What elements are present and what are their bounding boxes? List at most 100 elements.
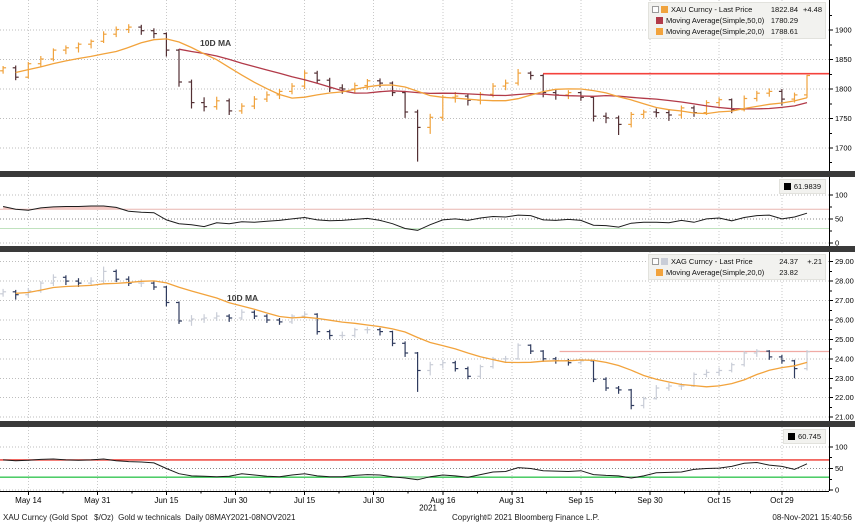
svg-text:22.00: 22.00 bbox=[835, 393, 854, 402]
date-tick-label: Sep 15 bbox=[568, 496, 594, 505]
date-tick-label: Jun 30 bbox=[223, 496, 248, 505]
silver-rsi-value: 60.745 bbox=[798, 432, 821, 441]
ohlc-bars bbox=[0, 24, 810, 162]
silver-10d-ma-label: 10D MA bbox=[227, 293, 259, 303]
silver-price-change: +.21 bbox=[807, 257, 822, 266]
svg-text:24.00: 24.00 bbox=[835, 354, 854, 363]
svg-text:100: 100 bbox=[835, 442, 848, 451]
price-axis: 100 50 0 bbox=[829, 427, 848, 495]
price-axis: 1900 1850 1800 1750 1700 bbox=[829, 0, 852, 171]
panel-divider[interactable] bbox=[0, 421, 855, 427]
silver-last-price-value: 24.37 bbox=[779, 257, 798, 266]
gold-price-change: +4.48 bbox=[803, 5, 822, 14]
date-tick-label: May 14 bbox=[15, 496, 42, 505]
gold-ma20-value: 1788.61 bbox=[770, 27, 798, 36]
svg-text:1800: 1800 bbox=[835, 85, 852, 94]
silver-rsi-panel: 100 50 0 60.745 bbox=[0, 427, 855, 495]
svg-text:21.00: 21.00 bbox=[835, 413, 854, 422]
svg-text:100: 100 bbox=[835, 191, 848, 200]
date-tick-label: Sep 30 bbox=[637, 496, 663, 505]
gold-rsi-chart[interactable]: 100 50 0 bbox=[0, 177, 855, 247]
gold-ma50-label: Moving Average(Simple,50,0) bbox=[666, 16, 765, 25]
silver-price-panel: 29.00 28.00 27.00 26.00 25.00 24.00 23.00 22.00… bbox=[0, 252, 855, 422]
date-tick-label: Jun 15 bbox=[154, 496, 179, 505]
gold-last-price-swatch bbox=[661, 6, 668, 13]
price-axis: 29.00 28.00 27.00 26.00 25.00 24.00 23.00 22.00… bbox=[829, 252, 854, 422]
svg-text:1750: 1750 bbox=[835, 114, 852, 123]
legend-expander-icon[interactable] bbox=[652, 6, 659, 13]
moving-average-line bbox=[178, 48, 808, 110]
svg-text:2021: 2021 bbox=[419, 504, 437, 513]
silver-ma20-swatch bbox=[656, 269, 663, 276]
svg-text:28.00: 28.00 bbox=[835, 277, 854, 286]
gold-last-price-value: 1822.84 bbox=[770, 5, 798, 14]
date-ticks: May 14 May 31 Jun 15 Jun 30 Jul 15 Jul 30 Aug … bbox=[15, 491, 794, 505]
gold-rsi-legend[interactable]: 61.9839 bbox=[778, 179, 826, 194]
ohlc-bars bbox=[0, 266, 810, 410]
svg-text:26.00: 26.00 bbox=[835, 316, 854, 325]
svg-text:29.00: 29.00 bbox=[835, 257, 854, 266]
gold-ma50-value: 1780.29 bbox=[770, 16, 798, 25]
panel-divider[interactable] bbox=[0, 246, 855, 252]
timestamp: 08-Nov-2021 15:40:56 bbox=[772, 513, 852, 522]
moving-average-line bbox=[15, 280, 808, 388]
date-tick-label: Aug 16 bbox=[430, 496, 456, 505]
panel-divider[interactable] bbox=[0, 171, 855, 177]
silver-last-price-row[interactable]: XAG Curncy - Last Price 24.37 +.21 bbox=[652, 256, 822, 267]
gold-ma50-swatch bbox=[656, 17, 663, 24]
gold-legend: XAU Curncy - Last Price 1822.84 +4.48 Mo… bbox=[648, 2, 826, 39]
svg-text:0: 0 bbox=[835, 238, 839, 247]
silver-rsi-chart[interactable]: 100 50 0 bbox=[0, 427, 855, 495]
gridlines bbox=[0, 177, 829, 246]
date-tick-label: Jul 30 bbox=[363, 496, 385, 505]
svg-text:23.00: 23.00 bbox=[835, 374, 854, 383]
gold-last-price-label: XAU Curncy - Last Price bbox=[671, 5, 753, 14]
gold-ma50-row[interactable]: Moving Average(Simple,50,0) 1780.29 bbox=[652, 15, 822, 26]
svg-text:1700: 1700 bbox=[835, 144, 852, 153]
svg-text:50: 50 bbox=[835, 214, 843, 223]
gold-ma20-swatch bbox=[656, 28, 663, 35]
moving-average-line bbox=[15, 38, 808, 115]
gold-rsi-swatch bbox=[783, 183, 791, 190]
svg-text:0: 0 bbox=[835, 486, 839, 495]
silver-price-chart[interactable]: 29.00 28.00 27.00 26.00 25.00 24.00 23.00 22.00… bbox=[0, 252, 855, 422]
legend-expander-icon[interactable] bbox=[652, 258, 659, 265]
gold-rsi-value: 61.9839 bbox=[793, 182, 821, 191]
silver-last-price-label: XAG Curncy - Last Price bbox=[671, 257, 753, 266]
svg-text:27.00: 27.00 bbox=[835, 296, 854, 305]
silver-rsi-legend[interactable]: 60.745 bbox=[783, 429, 826, 444]
date-tick-label: May 31 bbox=[84, 496, 111, 505]
gold-price-panel: 1900 1850 1800 1750 1700 10D MA XAU Curncy -… bbox=[0, 0, 855, 171]
silver-rsi-swatch bbox=[788, 433, 796, 440]
chart-description: XAU Curncy (Gold Spot $/Oz) Gold w techn… bbox=[3, 513, 296, 522]
price-axis: 100 50 0 bbox=[829, 177, 848, 247]
copyright-text: Copyright© 2021 Bloomberg Finance L.P. bbox=[452, 513, 600, 522]
svg-text:1900: 1900 bbox=[835, 26, 852, 35]
year-label: 2021 bbox=[419, 504, 437, 513]
gold-price-chart[interactable]: 1900 1850 1800 1750 1700 bbox=[0, 0, 855, 171]
gold-10d-ma-label: 10D MA bbox=[200, 38, 232, 48]
gold-last-price-row[interactable]: XAU Curncy - Last Price 1822.84 +4.48 bbox=[652, 4, 822, 15]
gold-rsi-panel: 100 50 0 61.9839 bbox=[0, 177, 855, 247]
gridlines bbox=[0, 427, 829, 491]
gridlines bbox=[0, 252, 829, 421]
date-tick-label: Jul 15 bbox=[294, 496, 316, 505]
date-tick-label: Oct 29 bbox=[770, 496, 794, 505]
status-bar: XAU Curncy (Gold Spot $/Oz) Gold w techn… bbox=[0, 511, 855, 526]
silver-ma20-label: Moving Average(Simple,20,0) bbox=[666, 268, 765, 277]
svg-text:50: 50 bbox=[835, 464, 843, 473]
silver-legend: XAG Curncy - Last Price 24.37 +.21 Movin… bbox=[648, 254, 826, 280]
svg-text:25.00: 25.00 bbox=[835, 335, 854, 344]
silver-last-price-swatch bbox=[661, 258, 668, 265]
rsi-line bbox=[2, 205, 808, 231]
date-tick-label: Aug 31 bbox=[499, 496, 525, 505]
gold-ma20-label: Moving Average(Simple,20,0) bbox=[666, 27, 765, 36]
date-axis: May 14 May 31 Jun 15 Jun 30 Jul 15 Jul 30 Aug … bbox=[0, 491, 855, 513]
silver-ma20-row[interactable]: Moving Average(Simple,20,0) 23.82 bbox=[652, 267, 822, 278]
svg-text:1850: 1850 bbox=[835, 55, 852, 64]
date-tick-label: Oct 15 bbox=[707, 496, 731, 505]
gold-ma20-row[interactable]: Moving Average(Simple,20,0) 1788.61 bbox=[652, 26, 822, 37]
silver-ma20-value: 23.82 bbox=[779, 268, 798, 277]
rsi-line bbox=[3, 458, 808, 481]
